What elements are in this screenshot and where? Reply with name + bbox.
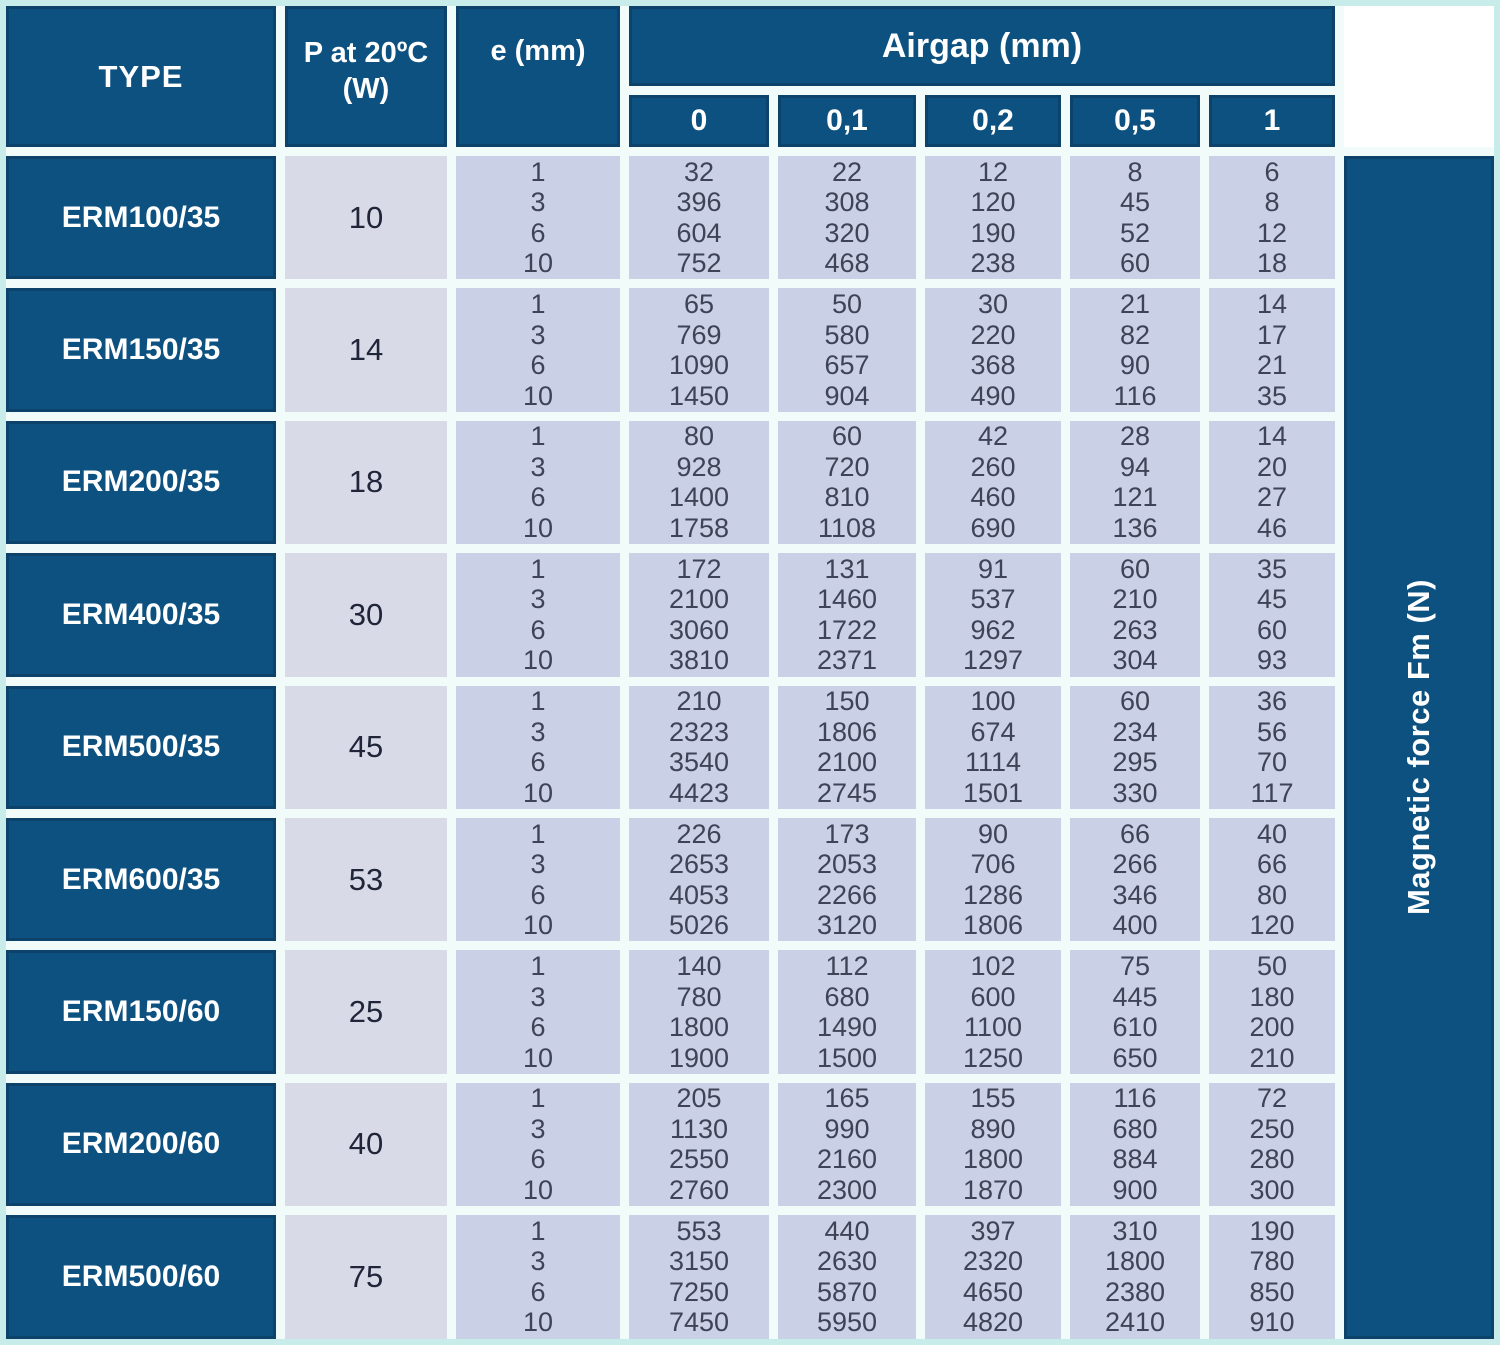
airgap-0-2-values-cell: 155 890 1800 1870 [925, 1082, 1061, 1207]
airgap-0-values-cell: 65 769 1090 1450 [629, 288, 769, 412]
airgap-0-1-values-cell: 165 990 2160 2300 [778, 1082, 916, 1207]
airgap-1-values-cell: 14 20 27 46 [1209, 420, 1335, 545]
airgap-0-1-values-cell: 173 2053 2266 3120 [778, 817, 916, 942]
type-cell: ERM200/35 [6, 420, 276, 545]
power-cell: 18 [285, 420, 447, 545]
airgap-0-values-cell: 205 1130 2550 2760 [629, 1082, 769, 1207]
airgap-0-2-values-cell: 102 600 1100 1250 [925, 950, 1061, 1074]
airgap-0-2-values-cell: 90 706 1286 1806 [925, 817, 1061, 942]
e-values-cell: 1 3 6 10 [456, 288, 620, 412]
airgap-1-values-cell: 72 250 280 300 [1209, 1082, 1335, 1207]
power-column-header: P at 20ºC (W) [285, 6, 447, 147]
e-values-cell: 1 3 6 10 [456, 685, 620, 809]
type-cell: ERM500/60 [6, 1215, 276, 1339]
airgap-1-values-cell: 50 180 200 210 [1209, 950, 1335, 1074]
e-values-cell: 1 3 6 10 [456, 156, 620, 280]
airgap-group-header: Airgap (mm) [629, 6, 1335, 86]
airgap-0-2-values-cell: 397 2320 4650 4820 [925, 1215, 1061, 1339]
type-cell: ERM150/60 [6, 950, 276, 1074]
airgap-subheader-0-1: 0,1 [778, 95, 916, 147]
airgap-subheader-0-2: 0,2 [925, 95, 1061, 147]
airgap-0-values-cell: 553 3150 7250 7450 [629, 1215, 769, 1339]
airgap-subheader-1: 1 [1209, 95, 1335, 147]
airgap-subheader-0-5: 0,5 [1070, 95, 1200, 147]
magnetic-force-sidebar: Magnetic force Fm (N) [1344, 156, 1494, 1339]
airgap-0-2-values-cell: 42 260 460 690 [925, 420, 1061, 545]
airgap-0-1-values-cell: 440 2630 5870 5950 [778, 1215, 916, 1339]
type-cell: ERM600/35 [6, 817, 276, 942]
airgap-0-5-values-cell: 310 1800 2380 2410 [1070, 1215, 1200, 1339]
power-cell: 40 [285, 1082, 447, 1207]
airgap-0-2-values-cell: 100 674 1114 1501 [925, 685, 1061, 809]
airgap-1-values-cell: 14 17 21 35 [1209, 288, 1335, 412]
e-values-cell: 1 3 6 10 [456, 553, 620, 677]
airgap-1-values-cell: 190 780 850 910 [1209, 1215, 1335, 1339]
power-cell: 14 [285, 288, 447, 412]
airgap-0-5-values-cell: 21 82 90 116 [1070, 288, 1200, 412]
e-values-cell: 1 3 6 10 [456, 950, 620, 1074]
type-cell: ERM200/60 [6, 1082, 276, 1207]
airgap-0-2-values-cell: 12 120 190 238 [925, 156, 1061, 280]
airgap-0-values-cell: 140 780 1800 1900 [629, 950, 769, 1074]
airgap-1-values-cell: 40 66 80 120 [1209, 817, 1335, 942]
airgap-0-1-values-cell: 60 720 810 1108 [778, 420, 916, 545]
airgap-0-values-cell: 80 928 1400 1758 [629, 420, 769, 545]
airgap-1-values-cell: 35 45 60 93 [1209, 553, 1335, 677]
airgap-1-values-cell: 36 56 70 117 [1209, 685, 1335, 809]
power-cell: 25 [285, 950, 447, 1074]
type-cell: ERM400/35 [6, 553, 276, 677]
type-cell: ERM100/35 [6, 156, 276, 280]
airgap-1-values-cell: 6 8 12 18 [1209, 156, 1335, 280]
airgap-0-5-values-cell: 60 210 263 304 [1070, 553, 1200, 677]
airgap-subheader-0: 0 [629, 95, 769, 147]
e-column-header: e (mm) [456, 6, 620, 147]
airgap-0-1-values-cell: 112 680 1490 1500 [778, 950, 916, 1074]
e-values-cell: 1 3 6 10 [456, 1082, 620, 1207]
type-cell: ERM500/35 [6, 685, 276, 809]
airgap-0-2-values-cell: 91 537 962 1297 [925, 553, 1061, 677]
airgap-0-1-values-cell: 22 308 320 468 [778, 156, 916, 280]
airgap-0-2-values-cell: 30 220 368 490 [925, 288, 1061, 412]
airgap-0-values-cell: 172 2100 3060 3810 [629, 553, 769, 677]
airgap-0-values-cell: 210 2323 3540 4423 [629, 685, 769, 809]
power-cell: 75 [285, 1215, 447, 1339]
airgap-0-1-values-cell: 131 1460 1722 2371 [778, 553, 916, 677]
e-values-cell: 1 3 6 10 [456, 1215, 620, 1339]
type-cell: ERM150/35 [6, 288, 276, 412]
type-column-header: TYPE [6, 6, 276, 147]
power-cell: 30 [285, 553, 447, 677]
airgap-0-1-values-cell: 50 580 657 904 [778, 288, 916, 412]
airgap-0-5-values-cell: 66 266 346 400 [1070, 817, 1200, 942]
power-cell: 10 [285, 156, 447, 280]
airgap-0-1-values-cell: 150 1806 2100 2745 [778, 685, 916, 809]
airgap-0-5-values-cell: 75 445 610 650 [1070, 950, 1200, 1074]
e-values-cell: 1 3 6 10 [456, 817, 620, 942]
airgap-0-values-cell: 226 2653 4053 5026 [629, 817, 769, 942]
airgap-0-values-cell: 32 396 604 752 [629, 156, 769, 280]
e-values-cell: 1 3 6 10 [456, 420, 620, 545]
power-cell: 53 [285, 817, 447, 942]
airgap-0-5-values-cell: 60 234 295 330 [1070, 685, 1200, 809]
magnetic-force-sidebar-label: Magnetic force Fm (N) [1401, 579, 1436, 916]
airgap-0-5-values-cell: 28 94 121 136 [1070, 420, 1200, 545]
header-corner-spacer [1344, 6, 1494, 147]
airgap-0-5-values-cell: 116 680 884 900 [1070, 1082, 1200, 1207]
airgap-0-5-values-cell: 8 45 52 60 [1070, 156, 1200, 280]
power-cell: 45 [285, 685, 447, 809]
